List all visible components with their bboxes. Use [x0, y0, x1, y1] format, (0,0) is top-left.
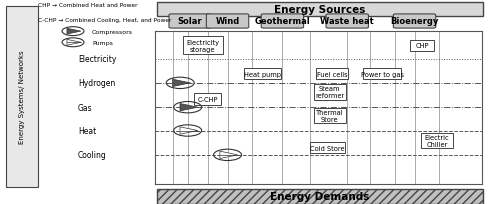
Bar: [244, 69, 281, 80]
Text: Electric
Chiller: Electric Chiller: [424, 134, 450, 147]
FancyBboxPatch shape: [326, 15, 368, 29]
Text: Geothermal: Geothermal: [254, 17, 310, 26]
Polygon shape: [67, 40, 81, 46]
Polygon shape: [180, 104, 198, 111]
Bar: [156, 189, 483, 204]
Polygon shape: [220, 151, 238, 159]
Text: Energy Systems/ Networks: Energy Systems/ Networks: [19, 50, 25, 144]
Bar: [6, 7, 38, 187]
Bar: [316, 69, 348, 80]
Bar: [182, 37, 222, 55]
Text: Thermal
Store: Thermal Store: [316, 109, 344, 122]
Text: Power to gas: Power to gas: [360, 71, 404, 77]
Text: CHP → Combined Heat and Power: CHP → Combined Heat and Power: [38, 3, 138, 8]
Bar: [364, 69, 401, 80]
Text: C-CHP → Combined Cooling, Heat, and Power: C-CHP → Combined Cooling, Heat, and Powe…: [38, 18, 172, 23]
Text: CHP: CHP: [416, 43, 429, 49]
Text: Steam
reformer: Steam reformer: [315, 86, 344, 99]
Polygon shape: [67, 29, 81, 35]
Text: Wind: Wind: [216, 17, 240, 26]
Bar: [410, 41, 434, 52]
Text: Electricity: Electricity: [78, 55, 116, 64]
Text: Heat: Heat: [78, 126, 96, 135]
Text: Hydrogen: Hydrogen: [78, 79, 115, 88]
Polygon shape: [180, 127, 198, 135]
Bar: [314, 85, 346, 100]
Text: Electricity
storage: Electricity storage: [186, 40, 219, 53]
Bar: [421, 133, 453, 149]
FancyBboxPatch shape: [394, 15, 436, 29]
Text: Compressors: Compressors: [92, 30, 133, 34]
Text: Heat pump: Heat pump: [244, 71, 281, 77]
Text: Cooling: Cooling: [78, 151, 106, 160]
Bar: [194, 94, 222, 105]
Text: Bioenergy: Bioenergy: [390, 17, 438, 26]
Text: Solar: Solar: [178, 17, 203, 26]
Text: C-CHP: C-CHP: [198, 97, 218, 103]
Text: Cold Store: Cold Store: [310, 145, 344, 151]
FancyBboxPatch shape: [206, 15, 249, 29]
Text: Gas: Gas: [78, 103, 92, 112]
Text: Fuel cells: Fuel cells: [317, 71, 348, 77]
FancyBboxPatch shape: [261, 15, 304, 29]
Polygon shape: [172, 80, 190, 87]
Text: Energy Demands: Energy Demands: [270, 192, 370, 201]
Text: Pumps: Pumps: [92, 41, 113, 45]
FancyBboxPatch shape: [169, 15, 212, 29]
Bar: [310, 142, 344, 154]
Bar: [314, 108, 346, 123]
Text: Waste heat: Waste heat: [320, 17, 374, 26]
Bar: [156, 3, 483, 17]
Text: Energy Sources: Energy Sources: [274, 5, 366, 15]
